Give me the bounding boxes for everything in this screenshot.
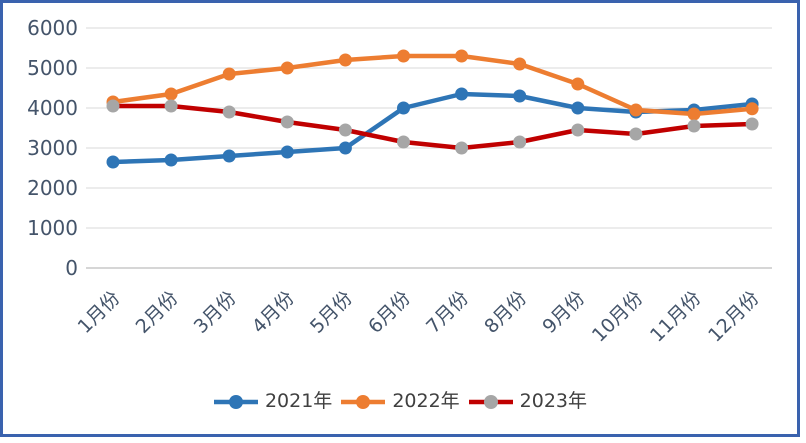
data-point-2023年-9月份[interactable] [571, 123, 585, 137]
data-point-2022年-8月份[interactable] [513, 57, 527, 71]
data-point-2021年-7月份[interactable] [455, 87, 469, 101]
data-point-2021年-6月份[interactable] [397, 101, 410, 115]
data-point-2021年-5月份[interactable] [338, 141, 352, 155]
line-chart-plot-area: 0 1000 2000 3000 4000 5000 6000 1月份 2月份 3月份 4月份 5月份… [27, 16, 772, 347]
data-point-2023年-8月份[interactable] [513, 135, 527, 149]
legend-marker-2022-icon [341, 394, 386, 409]
x-axis-tick-label: 5月份 [306, 287, 357, 338]
data-point-2022年-7月份[interactable] [455, 49, 469, 63]
series-line-2021年 [110, 91, 755, 165]
data-point-2021年-1月份[interactable] [106, 155, 120, 169]
data-point-2023年-1月份[interactable] [106, 99, 120, 113]
x-axis-tick-label: 8月份 [480, 287, 531, 338]
y-axis-tick-label: 0 [65, 256, 78, 280]
chart-frame: 0 1000 2000 3000 4000 5000 6000 1月份 2月份 3月份 4月份 5月份… [0, 0, 800, 437]
x-axis-tick-label: 7月份 [422, 287, 473, 338]
legend-marker-2023-icon [468, 394, 513, 409]
data-point-2022年-2月份[interactable] [164, 87, 178, 101]
data-point-2022年-4月份[interactable] [280, 61, 294, 75]
data-point-2023年-11月份[interactable] [687, 119, 701, 133]
data-point-2021年-9月份[interactable] [571, 101, 585, 115]
data-point-2022年-10月份[interactable] [629, 103, 643, 117]
data-point-2023年-3月份[interactable] [222, 105, 236, 119]
x-axis-tick-label: 2月份 [132, 287, 183, 338]
legend-label-2021: 2021年 [264, 390, 333, 412]
data-point-2022年-6月份[interactable] [397, 49, 410, 63]
x-axis-tick-label: 9月份 [538, 287, 589, 338]
x-axis-tick-label: 3月份 [190, 287, 241, 338]
data-point-2021年-3月份[interactable] [222, 149, 236, 163]
x-axis-tick-label: 12月份 [704, 287, 764, 347]
data-point-2022年-5月份[interactable] [338, 53, 352, 67]
y-axis-tick-label: 2000 [27, 176, 78, 200]
x-axis-tick-label: 4月份 [248, 287, 299, 338]
y-axis-tick-label: 5000 [27, 56, 78, 80]
series-line-2023年 [110, 103, 755, 151]
data-point-2023年-10月份[interactable] [629, 127, 643, 141]
legend-label-2022: 2022年 [392, 390, 460, 412]
x-axis-tick-label: 10月份 [588, 287, 648, 347]
data-point-2021年-2月份[interactable] [164, 153, 178, 167]
legend-label-2023: 2023年 [519, 390, 588, 412]
data-point-2023年-5月份[interactable] [338, 123, 352, 137]
legend-item-2021[interactable]: 2021年 [213, 392, 332, 411]
data-point-2022年-12月份[interactable] [745, 102, 759, 116]
legend-item-2022[interactable]: 2022年 [340, 390, 460, 412]
data-point-2021年-4月份[interactable] [280, 145, 294, 159]
y-axis-tick-label: 6000 [27, 16, 78, 40]
y-axis-tick-label: 1000 [27, 216, 78, 240]
x-axis-tick-label: 11月份 [646, 287, 706, 347]
data-point-2021年-8月份[interactable] [513, 89, 527, 103]
y-axis-tick-label: 3000 [27, 136, 78, 160]
data-point-2022年-3月份[interactable] [222, 67, 236, 81]
x-axis-tick-label: 6月份 [364, 287, 415, 338]
x-axis-tick-label: 1月份 [74, 287, 125, 338]
data-point-2023年-2月份[interactable] [164, 99, 178, 113]
data-point-2023年-6月份[interactable] [397, 135, 410, 149]
data-point-2023年-7月份[interactable] [455, 141, 469, 155]
legend-item-2023[interactable]: 2023年 [468, 392, 587, 411]
series-line-2022年 [110, 53, 755, 117]
legend-marker-2021-icon [213, 394, 258, 409]
y-axis-tick-label: 4000 [27, 96, 78, 120]
data-point-2022年-11月份[interactable] [687, 107, 701, 121]
data-point-2023年-4月份[interactable] [280, 115, 294, 129]
data-point-2023年-12月份[interactable] [745, 117, 759, 131]
data-point-2022年-9月份[interactable] [571, 77, 585, 91]
chart-legend: 2021年 2022年 2023年 [3, 392, 797, 411]
